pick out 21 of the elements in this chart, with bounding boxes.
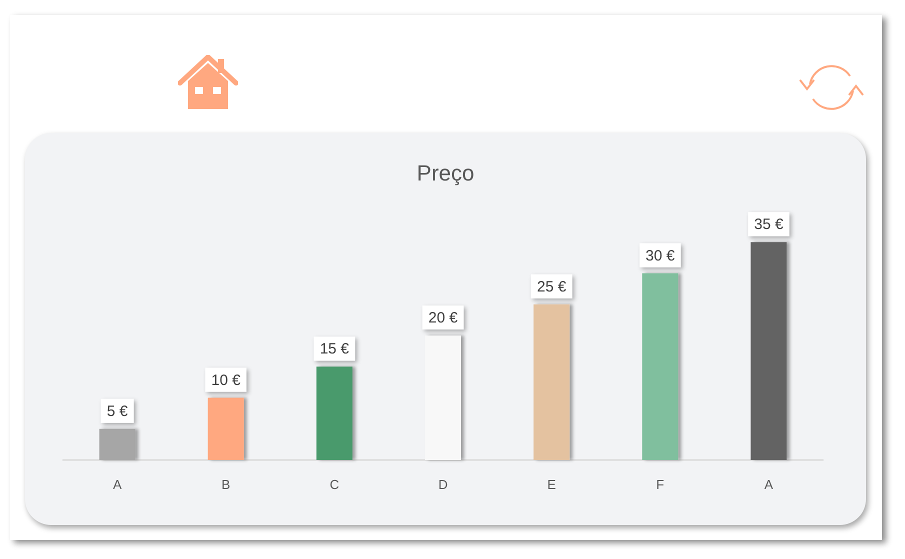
- data-label: 25 €: [536, 278, 567, 296]
- x-tick-label: D: [438, 477, 448, 492]
- data-label: 15 €: [320, 340, 350, 358]
- x-tick-label: B: [222, 477, 230, 492]
- data-label: 20 €: [428, 310, 458, 326]
- x-tick-label: F: [656, 477, 664, 492]
- bar: [642, 273, 678, 460]
- data-label: 30 €: [646, 247, 676, 264]
- data-label: 10 €: [211, 372, 242, 389]
- x-tick-label: E: [547, 477, 556, 492]
- bar: [99, 428, 136, 460]
- bar: [208, 398, 244, 460]
- data-label: 35 €: [754, 216, 784, 234]
- data-label: 5 €: [106, 402, 128, 420]
- bar: [534, 304, 570, 460]
- chart-title: Preço: [416, 160, 474, 186]
- bar: [316, 366, 352, 460]
- x-tick-label: A: [112, 477, 122, 492]
- x-tick-label: C: [330, 477, 340, 492]
- x-tick-label: A: [764, 477, 774, 492]
- bar: [750, 242, 787, 460]
